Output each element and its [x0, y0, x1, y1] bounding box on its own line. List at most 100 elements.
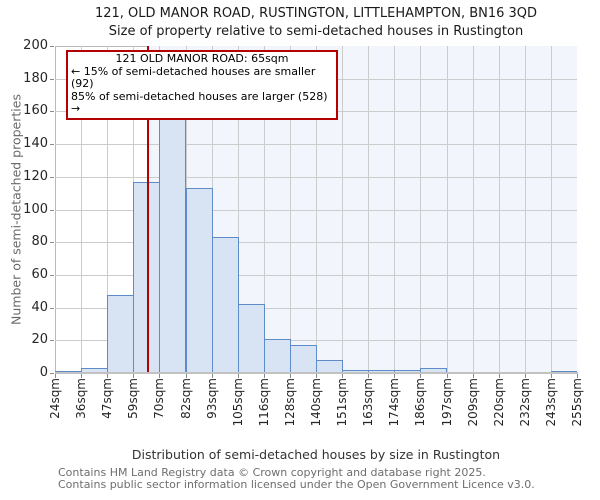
x-tick-mark [498, 374, 500, 378]
v-gridline [289, 46, 291, 373]
y-tick-mark [50, 78, 54, 80]
x-tick-label: 59sqm [126, 378, 141, 419]
x-tick-mark [550, 374, 552, 378]
x-tick-mark [446, 374, 448, 378]
x-tick-label: 128sqm [282, 378, 297, 427]
v-gridline [316, 46, 317, 373]
histogram-bar [289, 345, 317, 373]
y-tick-mark [50, 111, 54, 113]
y-tick-label: 120 [23, 168, 48, 184]
x-tick-mark [133, 374, 135, 378]
v-gridline [237, 46, 239, 373]
v-gridline [446, 46, 448, 373]
x-tick-label: 197sqm [439, 378, 454, 427]
chart-subtitle: Size of property relative to semi-detach… [108, 24, 524, 39]
chart-title: 121, OLD MANOR ROAD, RUSTINGTON, LITTLEH… [94, 6, 538, 21]
x-tick-label: 209sqm [465, 378, 480, 427]
histogram-bar [211, 237, 239, 373]
x-axis-label: Distribution of semi-detached houses by … [131, 447, 501, 462]
y-tick-mark [50, 274, 54, 276]
x-tick-mark [394, 374, 396, 378]
y-tick-mark [50, 373, 54, 374]
x-tick-label: 93sqm [204, 378, 219, 419]
y-tick-mark [50, 144, 54, 146]
y-tick-mark [50, 46, 54, 47]
y-tick-mark [50, 307, 54, 309]
x-tick-label: 220sqm [491, 378, 506, 427]
v-gridline [420, 46, 422, 373]
y-tick-label: 0 [39, 365, 48, 380]
x-tick-mark [55, 374, 56, 378]
y-tick-label: 100 [23, 201, 48, 217]
y-tick-mark [50, 340, 54, 342]
y-tick-label: 140 [23, 136, 48, 152]
x-tick-label: 36sqm [74, 378, 89, 419]
y-tick-label: 40 [31, 299, 48, 315]
x-tick-mark [81, 374, 83, 378]
x-tick-label: 105sqm [230, 378, 245, 427]
y-tick-label: 160 [23, 103, 48, 119]
x-tick-mark [342, 374, 344, 378]
x-tick-label: 24sqm [48, 378, 62, 419]
v-gridline [263, 46, 265, 373]
annotation-larger-line: 85% of semi-detached houses are larger (… [71, 89, 328, 115]
x-tick-label: 186sqm [413, 378, 428, 427]
x-tick-label: 255sqm [570, 378, 584, 427]
x-tick-label: 151sqm [335, 378, 350, 427]
x-tick-label: 70sqm [152, 378, 167, 419]
x-tick-label: 47sqm [100, 378, 115, 419]
x-tick-mark [577, 374, 578, 378]
v-gridline [81, 46, 83, 373]
x-tick-label: 82sqm [178, 378, 193, 419]
y-tick-label: 20 [31, 332, 48, 348]
y-tick-label: 200 [23, 38, 48, 53]
footer-hm-land-registry: Contains HM Land Registry data © Crown c… [58, 466, 486, 479]
x-tick-mark [368, 374, 370, 378]
histogram-bar [263, 338, 291, 373]
v-gridline [394, 46, 396, 373]
axis-baseline [55, 372, 578, 374]
v-gridline [524, 46, 526, 373]
x-tick-mark [185, 374, 187, 378]
footer-open-government-licence: Contains public sector information licen… [58, 478, 535, 491]
v-gridline [342, 46, 344, 373]
annotation-box: 121 OLD MANOR ROAD: 65sqm ← 15% of semi-… [66, 50, 338, 120]
x-tick-mark [107, 374, 109, 378]
x-tick-mark [263, 374, 265, 378]
x-tick-label: 243sqm [543, 378, 558, 427]
histogram-bar [420, 368, 448, 373]
x-tick-label: 116sqm [256, 378, 271, 427]
x-tick-label: 140sqm [309, 378, 323, 427]
x-tick-mark [289, 374, 291, 378]
x-tick-mark [524, 374, 526, 378]
annotation-property-line: 121 OLD MANOR ROAD: 65sqm [115, 52, 289, 65]
property-marker-line [146, 46, 149, 373]
histogram-bar [237, 304, 265, 373]
v-gridline [368, 46, 370, 373]
x-tick-mark [420, 374, 422, 378]
histogram-bar [107, 294, 135, 373]
x-tick-mark [211, 374, 213, 378]
x-tick-label: 174sqm [387, 378, 402, 427]
y-tick-mark [50, 242, 54, 244]
x-tick-mark [159, 374, 161, 378]
y-tick-label: 180 [23, 70, 48, 86]
x-tick-label: 232sqm [517, 378, 532, 427]
y-tick-mark [50, 176, 54, 178]
histogram-bar [316, 359, 344, 373]
histogram-bar [159, 108, 187, 373]
v-gridline [498, 46, 500, 373]
x-tick-label: 163sqm [361, 378, 376, 427]
v-gridline [472, 46, 474, 373]
x-tick-mark [316, 374, 317, 378]
histogram-bar [185, 188, 213, 373]
x-tick-mark [472, 374, 474, 378]
y-tick-mark [50, 209, 54, 211]
v-gridline [550, 46, 552, 373]
y-tick-label: 80 [31, 234, 48, 250]
annotation-smaller-line: ← 15% of semi-detached houses are smalle… [71, 64, 316, 90]
x-tick-mark [237, 374, 239, 378]
v-gridline [107, 46, 109, 373]
y-tick-label: 60 [31, 266, 48, 282]
